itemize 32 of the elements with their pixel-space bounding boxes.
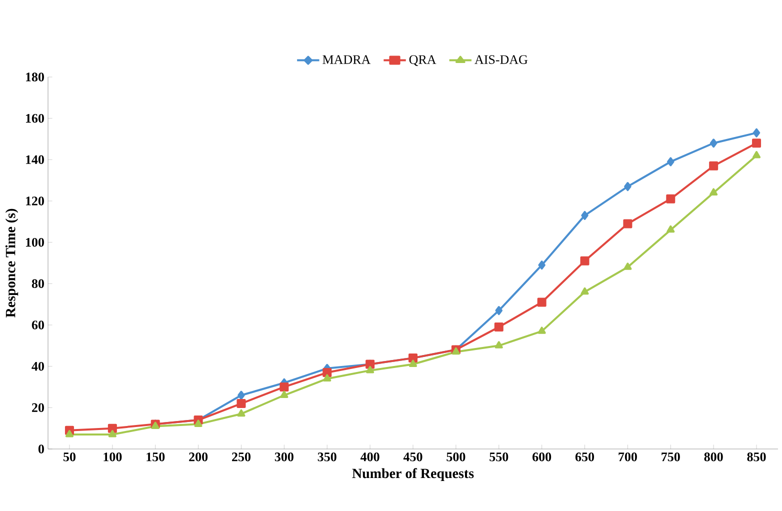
legend-label: AIS-DAG [474, 55, 528, 64]
y-tick-label: 160 [26, 114, 44, 123]
y-tick-label: 60 [32, 320, 44, 330]
x-tick-label: 500 [446, 452, 466, 462]
x-tick-label: 400 [360, 452, 380, 462]
y-axis-title: Responce Time (s) [5, 208, 18, 318]
y-tick-label: 20 [32, 403, 44, 412]
x-tick-label: 550 [490, 452, 508, 462]
y-tick-label: 180 [26, 72, 44, 82]
x-tick-label: 650 [575, 452, 594, 462]
x-tick-label: 150 [146, 452, 165, 462]
x-tick-label: 350 [318, 452, 336, 462]
x-tick-label: 50 [63, 452, 76, 462]
x-tick-label: 300 [274, 452, 294, 462]
x-axis-title: Number of Requests [352, 468, 474, 481]
legend-label: MADRA [322, 55, 371, 64]
x-tick-label: 450 [403, 452, 422, 462]
y-tick-label: 140 [26, 155, 44, 164]
x-tick-label: 600 [532, 452, 552, 462]
x-tick-label: 850 [747, 452, 766, 462]
y-tick-label: 80 [32, 279, 44, 288]
x-tick-label: 250 [232, 452, 250, 462]
x-tick-label: 700 [618, 452, 637, 462]
x-tick-label: 200 [189, 452, 208, 462]
legend-label: QRA [409, 55, 436, 66]
x-tick-label: 750 [662, 452, 680, 462]
y-tick-label: 40 [32, 362, 44, 371]
x-tick-label: 100 [104, 452, 122, 462]
x-tick-label: 800 [704, 452, 723, 462]
y-tick-label: 120 [26, 196, 44, 206]
y-tick-label: 0 [38, 444, 44, 454]
y-tick-label: 100 [26, 238, 44, 247]
